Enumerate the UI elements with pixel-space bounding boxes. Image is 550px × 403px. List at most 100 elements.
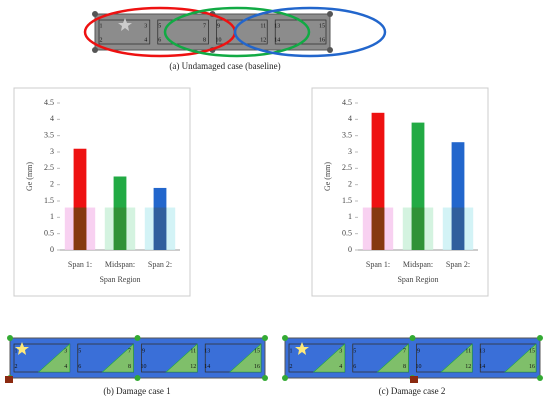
baseline-overlap	[451, 207, 465, 250]
beam-label: 15	[529, 349, 535, 355]
beam-label: 16	[529, 364, 535, 370]
beam-label: 14	[204, 364, 210, 370]
beam-label: 11	[190, 349, 196, 355]
beam-label: 5	[78, 349, 81, 355]
caption: (c) Damage case 2	[379, 386, 446, 396]
beam-label: 13	[479, 349, 485, 355]
y-tick-label: 0.5	[44, 228, 54, 237]
y-tick-label: 1	[50, 212, 54, 221]
y-tick-label: 2.5	[342, 163, 352, 172]
support	[5, 376, 13, 383]
beam-label: 9	[142, 349, 145, 355]
y-tick-label: 4	[348, 114, 352, 123]
beam-label: 3	[64, 349, 67, 355]
beam-label: 2	[100, 37, 103, 43]
star	[15, 342, 29, 355]
node	[134, 375, 141, 381]
y-tick-label: 4.5	[342, 98, 352, 107]
beam-label: 16	[254, 364, 260, 370]
beam-label: 11	[465, 349, 471, 355]
bar	[451, 142, 465, 250]
node	[262, 375, 268, 381]
node	[409, 335, 416, 341]
beam-label: 8	[403, 364, 406, 370]
bar	[153, 187, 167, 250]
beam-label: 9	[417, 349, 420, 355]
beam-label: 3	[339, 349, 342, 355]
bar	[113, 176, 127, 250]
damage-zone	[37, 343, 71, 373]
beam-label: 3	[144, 23, 147, 29]
beam-cell	[216, 19, 268, 45]
beam-label: 7	[203, 23, 206, 29]
beam-label: 12	[190, 364, 196, 370]
node	[134, 335, 141, 341]
beam-label: 9	[217, 23, 220, 29]
beam	[94, 13, 331, 51]
baseline-overlap	[73, 207, 87, 250]
y-tick-label: 3.5	[342, 130, 352, 139]
beam-label: 15	[319, 23, 325, 29]
damage-zone	[165, 343, 198, 373]
beam-label: 13	[204, 349, 210, 355]
y-tick-label: 3.5	[44, 130, 54, 139]
damage-zone	[504, 343, 537, 373]
y-axis-label: Ge (mm)	[323, 162, 332, 191]
region-midspan	[163, 6, 311, 58]
damage-zone	[101, 343, 134, 373]
x-tick-label: Span 1:	[366, 260, 390, 269]
beam-label: 10	[141, 364, 147, 370]
x-tick-label: Span 2:	[446, 260, 470, 269]
y-tick-label: 4	[50, 114, 54, 123]
beam-label: 15	[254, 349, 260, 355]
node	[327, 11, 333, 17]
star	[118, 18, 132, 31]
beam-cell	[157, 19, 209, 45]
beam-label: 7	[403, 349, 406, 355]
baseline-overlap	[371, 207, 385, 250]
x-tick-label: Span 1:	[68, 260, 92, 269]
beam-label: 12	[465, 364, 471, 370]
y-tick-label: 3	[50, 147, 54, 156]
beam-label: 14	[274, 37, 280, 43]
baseline-overlap	[113, 207, 127, 250]
region-span2	[233, 6, 387, 58]
beam-label: 14	[479, 364, 485, 370]
y-axis-label: Ge (mm)	[25, 162, 34, 191]
beam-label: 5	[353, 349, 356, 355]
caption: (a) Undamaged case (baseline)	[169, 61, 280, 71]
damage-zone	[440, 343, 473, 373]
y-tick-label: 0	[348, 245, 352, 254]
chart-panel	[13, 87, 191, 297]
beam-label: 10	[416, 364, 422, 370]
y-tick-label: 2	[348, 179, 352, 188]
node	[92, 47, 98, 53]
beam-label: 10	[216, 37, 222, 43]
beam-label: 6	[158, 37, 161, 43]
beam-label: 16	[319, 37, 325, 43]
y-tick-label: 1.5	[342, 196, 352, 205]
support	[410, 376, 418, 383]
node	[537, 375, 543, 381]
beam-label: 11	[260, 23, 266, 29]
baseline-overlap	[411, 207, 425, 250]
x-tick-label: Midspan:	[105, 260, 135, 269]
y-tick-label: 2.5	[44, 163, 54, 172]
beam-label: 8	[203, 37, 206, 43]
beam-label: 1	[100, 23, 103, 29]
beam-label: 1	[290, 349, 293, 355]
node	[327, 47, 333, 53]
y-tick-label: 4.5	[44, 98, 54, 107]
damage-zone	[229, 343, 262, 373]
x-axis-label: Span Region	[99, 275, 140, 284]
x-axis-label: Span Region	[397, 275, 438, 284]
node	[537, 335, 543, 341]
beam-label: 4	[64, 364, 67, 370]
node	[7, 335, 13, 341]
beam-label: 13	[274, 23, 280, 29]
x-tick-label: Span 2:	[148, 260, 172, 269]
damage-zone	[376, 343, 409, 373]
beam-label: 8	[128, 364, 131, 370]
y-tick-label: 2	[50, 179, 54, 188]
